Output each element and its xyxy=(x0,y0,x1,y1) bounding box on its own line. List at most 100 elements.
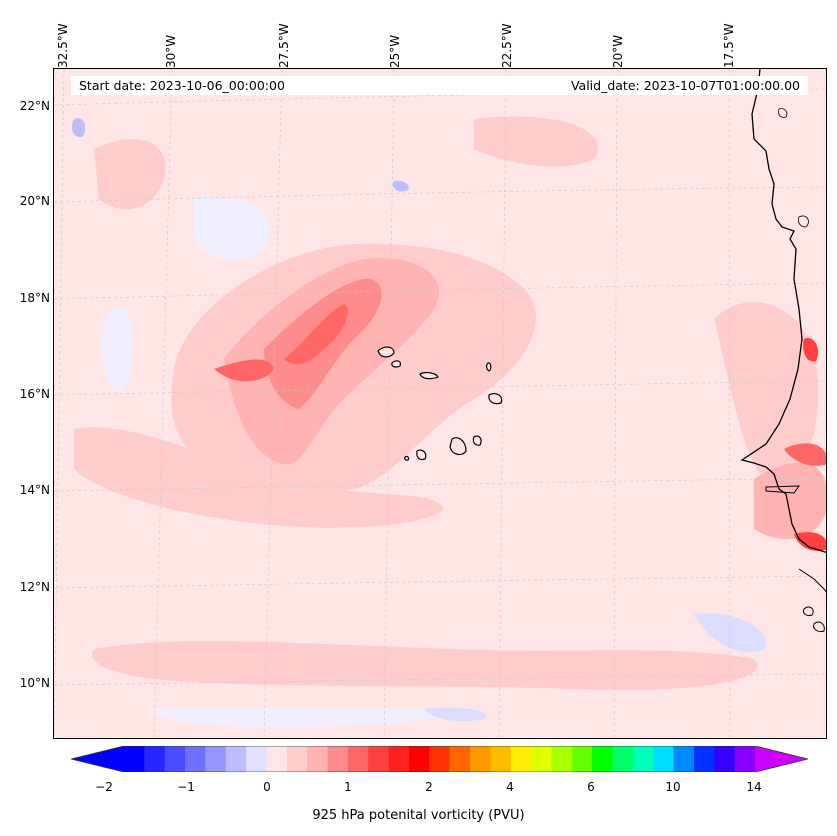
africa-coastline xyxy=(740,69,826,554)
island xyxy=(472,435,482,446)
lon-line-20w xyxy=(613,69,618,738)
colorbar-cell xyxy=(408,746,430,772)
lon-line-32-5w xyxy=(54,69,65,738)
bijagos-island xyxy=(803,606,814,616)
island xyxy=(416,449,427,461)
pv-contour-map xyxy=(54,69,826,738)
colorbar-cell xyxy=(164,746,186,772)
island xyxy=(419,371,439,380)
pv-positive-core xyxy=(794,532,826,551)
gambia-outline xyxy=(765,485,800,494)
map-frame[interactable] xyxy=(53,68,827,739)
pv-negative-patch xyxy=(102,307,134,392)
pv-colorbar xyxy=(71,746,808,772)
pv-positive-core xyxy=(214,359,274,382)
colorbar-extend-min xyxy=(71,746,124,772)
colorbar-cell xyxy=(714,746,736,772)
lat-label-18n: 18°N xyxy=(19,291,50,305)
cb-tick-2: 2 xyxy=(425,780,433,794)
pv-negative-patch xyxy=(424,707,486,722)
pv-negative-patch xyxy=(71,118,86,138)
colorbar-cell xyxy=(571,746,593,772)
colorbar-cell xyxy=(653,746,675,772)
bijagos-island xyxy=(813,621,825,632)
lat-label-20n: 20°N xyxy=(19,194,50,208)
colorbar-cell xyxy=(124,746,145,772)
coastline-south xyxy=(798,568,826,593)
colorbar-cell xyxy=(612,746,634,772)
lon-line-30w xyxy=(153,69,173,738)
colorbar-cell xyxy=(592,746,614,772)
cb-tick-neg1: −1 xyxy=(177,780,195,794)
colorbar-cell xyxy=(368,746,390,772)
valid-date-label: Valid_date: 2023-10-07T01:00:00.00 xyxy=(570,78,800,93)
pv-positive-core xyxy=(803,338,819,362)
colorbar-extend-max xyxy=(755,746,808,772)
date-info-box: Start date: 2023-10-06_00:00:00 Valid_da… xyxy=(71,76,808,95)
lon-line-25w xyxy=(383,69,395,738)
colorbar-cell xyxy=(693,746,715,772)
cb-tick-6: 6 xyxy=(587,780,595,794)
lat-label-22n: 22°N xyxy=(19,99,50,113)
island xyxy=(486,362,492,372)
colorbar-cell xyxy=(307,746,329,772)
pv-negative-patch xyxy=(194,197,271,260)
pv-negative-patch xyxy=(694,613,766,653)
colorbar-cell xyxy=(246,746,267,772)
lat-line-10n xyxy=(54,673,826,686)
lon-line-22-5w xyxy=(498,69,507,738)
colorbar-cell xyxy=(225,746,247,772)
colorbar-cell xyxy=(734,746,756,772)
lon-label-25w: 25°W xyxy=(388,34,402,68)
colorbar-cell xyxy=(632,746,654,772)
colorbar-cell xyxy=(347,746,369,772)
colorbar-cell xyxy=(673,746,695,772)
cape-verde-islands xyxy=(377,346,503,461)
colorbar-cell xyxy=(185,746,206,772)
colorbar-cell xyxy=(286,746,308,772)
lat-line-16n xyxy=(54,380,826,396)
colorbar-cell xyxy=(449,746,471,772)
cb-tick-14: 14 xyxy=(746,780,762,794)
colorbar-title: 925 hPa potenital vorticity (PVU) xyxy=(312,808,525,823)
colorbar-cell xyxy=(205,746,227,772)
cb-tick-10: 10 xyxy=(665,780,681,794)
colorbar-cell xyxy=(531,746,552,772)
colorbar-cell xyxy=(266,746,288,772)
pv-negative-patch xyxy=(154,707,475,728)
colorbar-cell xyxy=(510,746,532,772)
colorbar-cell xyxy=(429,746,451,772)
lat-label-14n: 14°N xyxy=(19,483,50,497)
pv-negative-patch xyxy=(392,180,409,192)
colorbar-cell xyxy=(490,746,512,772)
island xyxy=(377,346,395,358)
lat-line-14n xyxy=(54,477,826,492)
colorbar-cell xyxy=(470,746,491,772)
colorbar-cell xyxy=(388,746,410,772)
colorbar-cell xyxy=(551,746,573,772)
coastal-feature xyxy=(798,215,809,228)
cb-tick-neg2: −2 xyxy=(95,780,113,794)
cb-tick-4: 4 xyxy=(506,780,514,794)
lat-label-12n: 12°N xyxy=(19,580,50,594)
lat-line-12n xyxy=(54,575,826,589)
pv-positive-core xyxy=(284,304,348,365)
start-date-label: Start date: 2023-10-06_00:00:00 xyxy=(79,78,285,93)
lat-line-20n xyxy=(54,186,826,203)
lon-label-20w: 20°W xyxy=(611,34,625,68)
lon-line-27-5w xyxy=(263,69,283,738)
cb-tick-0: 0 xyxy=(263,780,271,794)
graticule xyxy=(54,69,826,738)
lon-label-27-5w: 27.5°W xyxy=(277,23,291,68)
island xyxy=(449,437,467,456)
lon-label-17-5w: 17.5°W xyxy=(722,23,736,68)
lat-label-10n: 10°N xyxy=(19,676,50,690)
lon-label-32-5w: 32.5°W xyxy=(56,23,70,68)
colorbar-cells xyxy=(124,746,756,772)
pv-positive-region xyxy=(754,462,826,539)
island xyxy=(404,455,410,461)
lat-line-22n xyxy=(54,88,826,106)
lon-label-30w: 30°W xyxy=(164,34,178,68)
lon-label-22-5w: 22.5°W xyxy=(500,23,514,68)
pv-positive-region xyxy=(714,302,819,489)
